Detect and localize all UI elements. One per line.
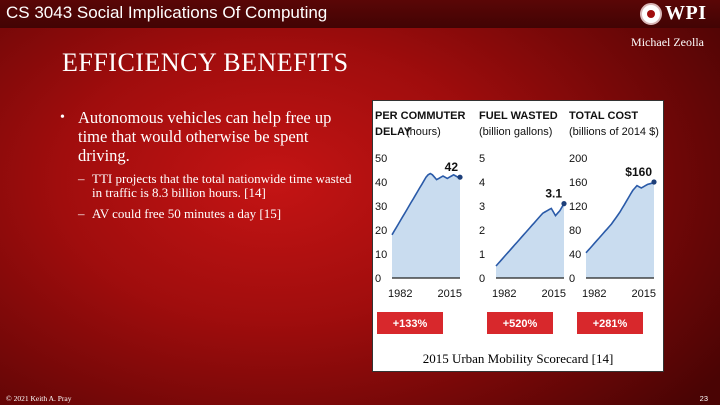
x-tick-label: 2015	[632, 288, 656, 300]
figure-caption: 2015 Urban Mobility Scorecard [14]	[422, 351, 614, 366]
course-title: CS 3043 Social Implications Of Computing	[6, 3, 328, 22]
y-tick-label: 0	[479, 273, 485, 285]
footer-copyright: © 2021 Keith A. Pray	[6, 394, 72, 403]
wpi-logo: WPI	[665, 2, 707, 24]
x-tick-label: 2015	[542, 288, 566, 300]
change-badge-label: +133%	[393, 318, 428, 330]
sub-bullet-text: AV could free 50 minutes a day [15]	[92, 206, 282, 221]
top-bar: CS 3043 Social Implications Of Computing…	[0, 0, 720, 28]
author-name: Michael Zeolla	[631, 35, 704, 49]
chart-end-point	[457, 174, 463, 180]
dash-icon: –	[78, 206, 85, 221]
y-tick-label: 120	[569, 201, 587, 213]
change-badge	[577, 312, 643, 334]
bullet-main-text: Autonomous vehicles can help free up tim…	[78, 108, 332, 165]
chart-area	[586, 182, 654, 278]
y-tick-label: 40	[375, 177, 387, 189]
y-tick-label: 4	[479, 177, 485, 189]
y-tick-label: 50	[375, 153, 387, 165]
chart-unit: (billions of 2014 $)	[569, 126, 659, 138]
chart-unit: (hours)	[406, 126, 441, 138]
wpi-seal-icon	[640, 3, 662, 25]
change-badge-label: +520%	[503, 318, 538, 330]
y-tick-label: 0	[375, 273, 381, 285]
chart-title: TOTAL COST	[569, 110, 638, 122]
y-tick-label: 5	[479, 153, 485, 165]
sub-bullet-text: TTI projects that the total nationwide t…	[92, 171, 352, 200]
y-tick-label: 2	[479, 225, 485, 237]
y-tick-label: 1	[479, 249, 485, 261]
chart-line	[585, 181, 655, 254]
x-tick-label: 1982	[388, 288, 412, 300]
y-tick-label: 160	[569, 177, 587, 189]
y-tick-label: 20	[375, 225, 387, 237]
chart-end-point	[561, 201, 567, 207]
chart-unit: (billion gallons)	[479, 126, 552, 138]
chart-title: DELAY	[375, 126, 412, 138]
bullet-list: • Autonomous vehicles can help free up t…	[60, 108, 360, 221]
y-tick-label: 30	[375, 201, 387, 213]
sub-bullet: – AV could free 50 minutes a day [15]	[60, 207, 360, 221]
change-badge	[487, 312, 553, 334]
y-tick-label: 40	[569, 249, 581, 261]
slide-title: EFFICIENCY BENEFITS	[62, 48, 349, 77]
chart-end-label: 42	[445, 160, 459, 174]
change-badge	[377, 312, 443, 334]
scorecard-charts: PER COMMUTERDELAY(hours)5040302010042198…	[375, 110, 659, 334]
y-tick-label: 200	[569, 153, 587, 165]
chart-line	[495, 203, 565, 267]
chart-end-point	[651, 179, 657, 185]
x-tick-label: 1982	[582, 288, 606, 300]
sub-bullet: – TTI projects that the total nationwide…	[60, 172, 360, 200]
chart-area	[392, 173, 460, 278]
chart-title: FUEL WASTED	[479, 110, 558, 122]
change-badge-label: +281%	[593, 318, 628, 330]
chart-end-label: $160	[625, 165, 652, 179]
chart-title: PER COMMUTER	[375, 110, 466, 122]
y-tick-label: 3	[479, 201, 485, 213]
bullet-main: • Autonomous vehicles can help free up t…	[60, 108, 360, 165]
chart-end-label: 3.1	[545, 187, 562, 201]
page-number: 23	[699, 394, 708, 403]
x-tick-label: 1982	[492, 288, 516, 300]
scorecard-figure: PER COMMUTER DELAY (hours) 50 40 30 20 10 0 42 198…	[372, 100, 664, 372]
chart-line	[391, 172, 460, 236]
bullet-dot-icon: •	[60, 110, 65, 125]
y-tick-label: 0	[569, 273, 575, 285]
x-tick-label: 2015	[438, 288, 462, 300]
y-tick-label: 80	[569, 225, 581, 237]
y-tick-label: 10	[375, 249, 387, 261]
dash-icon: –	[78, 171, 85, 186]
chart-area	[496, 203, 564, 278]
